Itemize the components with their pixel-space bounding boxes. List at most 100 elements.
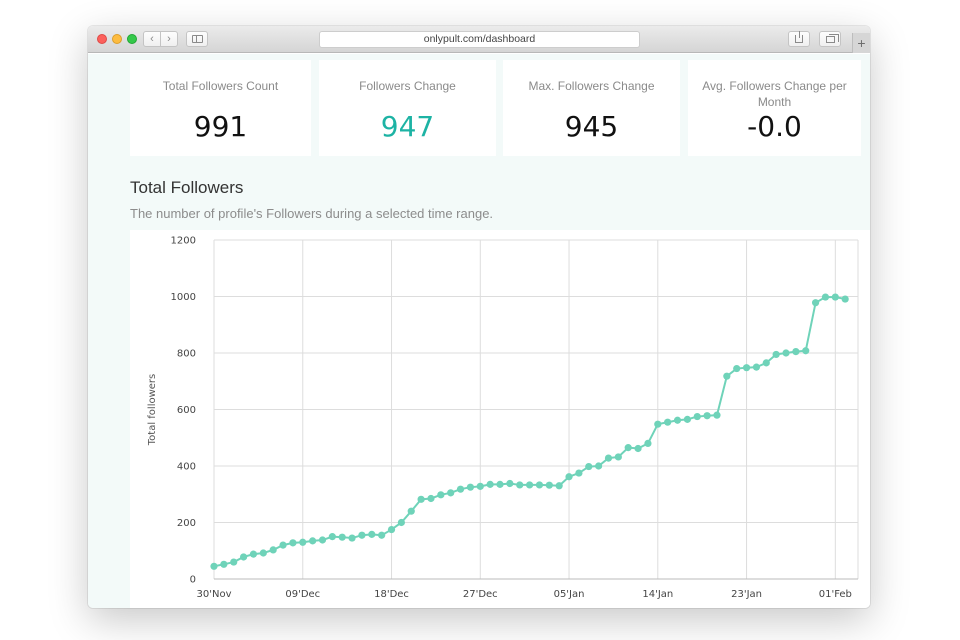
data-point (456, 485, 465, 493)
new-tab-button[interactable]: + (852, 33, 870, 53)
browser-titlebar: ‹ › onlypult.com/dashboard + (88, 26, 870, 53)
data-point (762, 359, 770, 367)
stat-card-max-followers-change: Max. Followers Change 945 (503, 60, 680, 156)
data-point (397, 518, 405, 527)
address-bar[interactable]: onlypult.com/dashboard (319, 31, 640, 48)
stat-card-followers-change: Followers Change 947 (319, 60, 496, 156)
x-tick-label: 18'Dec (374, 589, 409, 600)
data-point (654, 420, 662, 428)
data-point (348, 534, 356, 542)
data-point (407, 507, 415, 515)
data-point (664, 418, 672, 426)
forward-button[interactable]: › (160, 31, 178, 47)
data-point (486, 480, 494, 488)
chevron-right-icon: › (167, 32, 171, 45)
data-point (535, 481, 544, 489)
data-point (831, 293, 839, 301)
data-point (713, 411, 721, 419)
data-point (733, 364, 741, 373)
data-point (289, 539, 297, 547)
stat-label: Max. Followers Change (528, 79, 655, 93)
data-point (575, 469, 583, 477)
data-point (693, 412, 701, 421)
tabs-icon (825, 33, 839, 43)
y-axis-title: Total followers (147, 374, 158, 447)
data-point (387, 525, 396, 534)
stat-label: Total Followers Count (162, 79, 279, 93)
data-point (328, 533, 336, 541)
share-icon (795, 31, 803, 43)
data-point (269, 546, 277, 554)
y-tick-label: 400 (177, 462, 196, 473)
data-point (378, 531, 386, 539)
data-point (210, 562, 218, 570)
browser-window: ‹ › onlypult.com/dashboard + Total Follo… (88, 26, 870, 608)
data-point (318, 536, 327, 544)
section-subtitle: The number of profile's Followers during… (130, 206, 494, 221)
data-point (811, 299, 820, 307)
data-point (299, 538, 307, 546)
share-button[interactable] (788, 31, 810, 47)
data-point (624, 444, 632, 452)
data-point (259, 549, 267, 557)
data-point (466, 483, 475, 491)
y-tick-label: 1000 (171, 292, 196, 303)
stat-value: 945 (564, 110, 619, 143)
data-point (417, 495, 425, 503)
zoom-window-button[interactable] (127, 34, 137, 44)
data-point (437, 491, 445, 499)
followers-chart-panel: 0 200 400 600 800 1000 1200 30'Nov 09'Dec 18'Dec 2… (130, 230, 870, 608)
data-point (742, 364, 751, 372)
data-point (230, 558, 238, 566)
x-tick-label: 30'Nov (197, 589, 232, 600)
x-tick-label: 14'Jan (642, 589, 673, 600)
stat-label: Avg. Followers Change per Month (702, 79, 847, 109)
data-point (841, 295, 849, 303)
y-tick-label: 0 (190, 575, 196, 586)
followers-series-line (213, 296, 846, 568)
y-tick-label: 600 (177, 405, 196, 416)
dashboard-content: Total Followers Count 991 Followers Chan… (88, 54, 870, 608)
data-point (792, 347, 800, 356)
data-point (545, 481, 553, 489)
data-point (220, 560, 228, 568)
data-point (525, 481, 534, 489)
data-point (821, 293, 830, 301)
stat-card-total-followers: Total Followers Count 991 (130, 60, 311, 156)
close-window-button[interactable] (97, 34, 107, 44)
stat-value: 947 (380, 110, 435, 143)
data-point (476, 482, 484, 490)
sidebar-icon (191, 35, 203, 43)
sidebar-toggle-button[interactable] (186, 31, 208, 47)
minimize-window-button[interactable] (112, 34, 122, 44)
x-tick-label: 27'Dec (463, 589, 498, 600)
data-point (309, 537, 317, 545)
data-point (239, 553, 248, 561)
data-point (614, 453, 622, 461)
data-point (447, 489, 455, 497)
data-point (565, 473, 573, 481)
back-button[interactable]: ‹ (143, 31, 161, 47)
data-point (506, 479, 514, 488)
data-point (752, 363, 761, 371)
data-point (595, 462, 603, 470)
data-point (338, 533, 346, 541)
x-tick-label: 09'Dec (285, 589, 320, 600)
data-point (772, 350, 780, 359)
data-point (644, 439, 652, 447)
chevron-left-icon: ‹ (150, 32, 154, 45)
y-tick-label: 1200 (171, 236, 196, 247)
data-point (723, 372, 731, 380)
data-point (634, 444, 642, 453)
data-point (604, 454, 613, 462)
x-tick-label: 05'Jan (554, 589, 585, 600)
data-point (249, 550, 258, 558)
show-tabs-button[interactable] (819, 31, 841, 47)
y-tick-label: 800 (177, 349, 196, 360)
stat-card-avg-followers-change: Avg. Followers Change per Month -0.0 (688, 60, 861, 156)
x-tick-label: 01'Feb (819, 589, 852, 600)
data-point (279, 541, 287, 549)
followers-line-chart: 0 200 400 600 800 1000 1200 30'Nov 09'Dec 18'Dec 2… (147, 236, 859, 600)
stat-value: 991 (193, 110, 248, 143)
data-point (585, 462, 593, 471)
